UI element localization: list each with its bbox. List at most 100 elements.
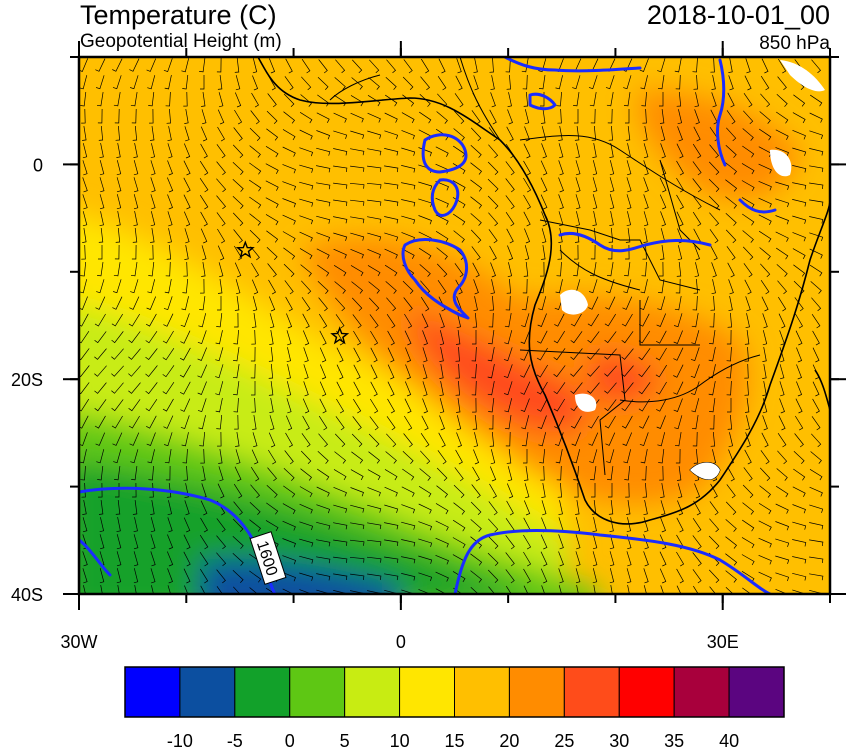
wind-barb — [234, 466, 242, 482]
wind-barb — [79, 449, 87, 464]
wind-barb — [725, 536, 737, 549]
wind-barb — [727, 466, 735, 482]
wind-barb — [215, 381, 224, 396]
wind-barb — [792, 147, 807, 156]
wind-barb — [470, 553, 483, 566]
wind-barb — [694, 483, 701, 499]
wind-barb — [300, 450, 312, 465]
wind-barb — [505, 431, 511, 447]
wind-barb — [725, 229, 737, 244]
wind-barb — [286, 347, 292, 363]
wind-barb — [779, 381, 785, 397]
wind-barb — [100, 585, 103, 594]
wind-barb — [385, 281, 397, 294]
wind-barb — [112, 58, 123, 72]
wind-barb — [472, 397, 477, 413]
wind-barb — [604, 399, 617, 412]
wind-barb — [252, 296, 258, 312]
wind-barb — [300, 264, 312, 277]
wind-barb — [639, 58, 649, 72]
wind-barb — [570, 365, 583, 377]
wind-barb — [523, 143, 531, 159]
wind-barb — [268, 296, 276, 312]
wind-barb — [351, 281, 363, 294]
wind-barb — [523, 160, 531, 176]
wind-barb — [419, 111, 432, 124]
wind-barb — [217, 109, 225, 125]
wind-barb — [200, 568, 209, 584]
wind-barb — [249, 145, 261, 158]
wind-barb — [487, 195, 499, 210]
colorbar-swatch — [344, 666, 401, 718]
wind-barb — [743, 93, 753, 108]
wind-barb — [366, 182, 382, 189]
wind-barb — [639, 432, 649, 447]
wind-barb — [179, 347, 191, 361]
contour-west-fragment — [79, 538, 112, 577]
wind-barb — [418, 486, 432, 498]
wind-barb — [197, 398, 207, 413]
wind-barb — [302, 398, 310, 414]
wind-barb — [435, 214, 449, 225]
wind-barb — [742, 230, 754, 243]
wind-barb — [266, 230, 279, 243]
wind-barb — [558, 143, 564, 159]
wind-barb — [675, 448, 681, 464]
wind-barb — [282, 572, 296, 582]
wind-barb — [743, 263, 753, 278]
wind-barb — [626, 517, 632, 533]
wind-barb — [82, 126, 87, 141]
wind-barb — [316, 130, 331, 140]
wind-barb — [183, 143, 191, 159]
wind-barb — [792, 572, 807, 581]
wind-barb — [319, 347, 327, 363]
wind-barb — [387, 398, 395, 414]
wind-barb — [745, 313, 750, 329]
wind-barb — [792, 486, 806, 497]
wind-barb — [234, 109, 243, 125]
wind-barb — [708, 178, 720, 193]
wind-barb — [745, 296, 751, 312]
wind-barb — [523, 211, 531, 227]
wind-barb — [623, 279, 632, 294]
wind-barb — [571, 432, 581, 446]
wind-barb — [439, 347, 444, 362]
wind-barb — [419, 94, 431, 107]
wind-barb — [353, 381, 361, 397]
wind-barb — [367, 573, 382, 580]
wind-barb — [269, 313, 275, 329]
wind-barb — [384, 148, 399, 156]
country-borders — [329, 57, 761, 480]
wind-barb — [488, 414, 494, 430]
wind-barb — [438, 432, 446, 448]
wind-barb — [422, 347, 428, 363]
wind-barb — [608, 500, 614, 515]
wind-barb — [506, 448, 512, 464]
wind-barb — [401, 215, 416, 224]
wind-barb — [167, 194, 173, 210]
wind-barb — [79, 365, 90, 377]
wind-barb — [455, 75, 463, 91]
wind-barb — [418, 503, 432, 514]
wind-barb — [99, 517, 105, 533]
wind-barb — [777, 76, 787, 91]
wind-barb — [541, 500, 547, 516]
wind-barb — [674, 432, 682, 447]
wind-barb — [82, 143, 88, 159]
contour-congo — [558, 231, 712, 253]
wind-barb — [333, 112, 347, 123]
wind-barb — [217, 483, 225, 499]
wind-barb — [235, 279, 241, 295]
wind-barb — [710, 57, 715, 73]
wind-barb — [540, 160, 548, 176]
wind-barb — [793, 468, 806, 481]
wind-barb — [592, 534, 598, 550]
wind-barb — [639, 296, 649, 311]
wind-barb — [675, 278, 681, 294]
wind-barb — [775, 588, 788, 594]
wind-barb — [403, 59, 413, 74]
wind-barb — [471, 346, 477, 362]
wind-barb — [114, 108, 120, 124]
wind-barb — [94, 313, 106, 327]
colorbar-label: 20 — [499, 731, 519, 750]
